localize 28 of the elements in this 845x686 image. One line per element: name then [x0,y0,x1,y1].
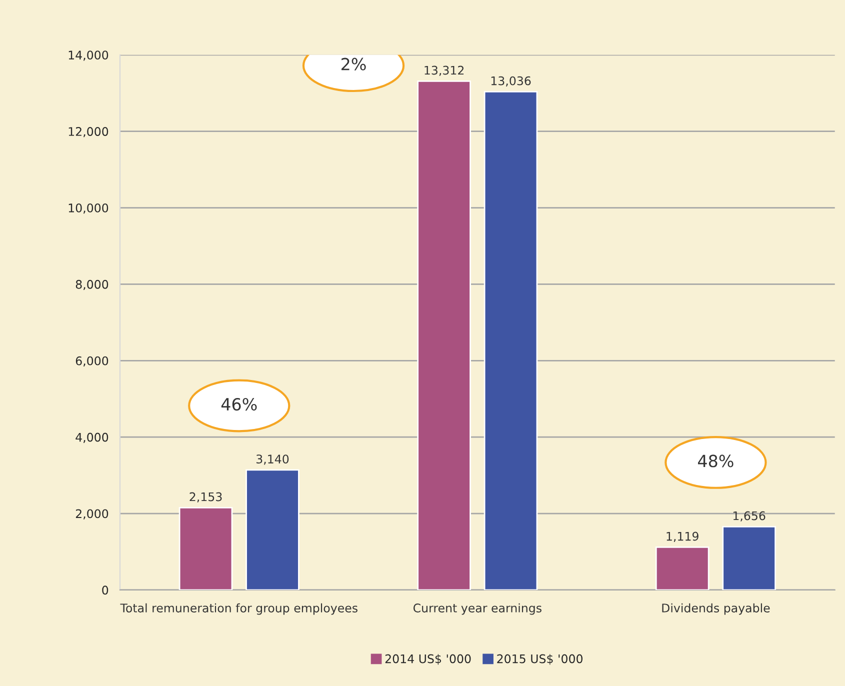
data-label: 13,312 [424,66,464,76]
bar [246,469,300,590]
data-label: 13,036 [491,76,531,86]
bar [484,91,538,590]
legend-label: 2015 US$ '000 [497,654,583,665]
data-label: 2,153 [190,492,222,502]
legend-label: 2014 US$ '000 [385,654,471,665]
x-tick-label: Dividends payable [662,603,770,615]
y-tick-label: 0 [102,586,108,595]
data-label: 3,140 [256,454,289,465]
bar [722,526,776,590]
y-tick-label: 14,000 [68,50,108,61]
annotation: 2% [342,58,366,70]
x-tick-label: Current year earnings [413,603,542,615]
x-tick-label: Total remuneration for group employees [120,603,358,615]
y-tick-label: 4,000 [76,432,108,443]
annotation: 48% [698,454,734,468]
bar [655,546,710,590]
y-tick-label: 10,000 [68,203,108,214]
bar [417,80,471,590]
bar [178,506,233,590]
y-tick-label: 8,000 [76,280,108,290]
y-tick-label: 2,000 [76,509,108,520]
annotation: 46% [221,398,257,411]
data-label: 1,119 [666,532,698,542]
data-label: 1,656 [733,511,766,522]
y-tick-label: 6,000 [76,356,108,366]
y-tick-label: 12,000 [68,127,108,138]
